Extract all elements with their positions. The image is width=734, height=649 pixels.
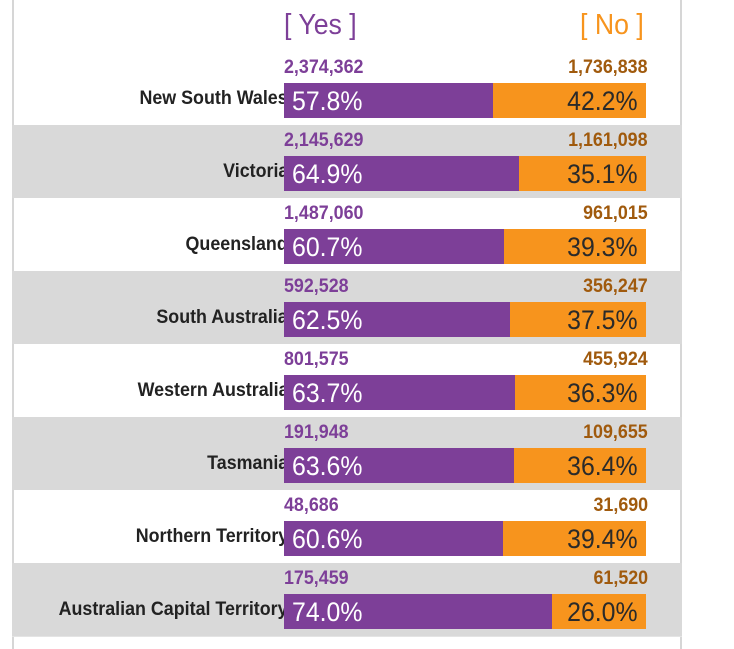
yes-count-australian-capital-territory: 175,459 [284, 568, 349, 589]
yes-bar-new-south-wales [284, 83, 494, 118]
yes-percent-northern-territory: 60.6% [292, 524, 363, 554]
bottom-divider [12, 636, 682, 637]
no-bar-western-australia [514, 375, 646, 410]
no-bar-victoria [518, 156, 646, 191]
yes-percent-tasmania: 63.6% [292, 451, 363, 481]
yes-bar-south-australia [284, 302, 511, 337]
row-queensland: Queensland 1,487,060 961,015 60.7% 39.3% [12, 198, 682, 271]
no-count-australian-capital-territory: 61,520 [593, 568, 648, 589]
row-tasmania: Tasmania 191,948 109,655 63.6% 36.4% [12, 417, 682, 490]
no-bar-queensland [503, 229, 646, 264]
yes-percent-new-south-wales: 57.8% [292, 86, 363, 116]
stacked-bar-queensland: 60.7% 39.3% [284, 229, 646, 264]
yes-count-south-australia: 592,528 [284, 276, 349, 297]
stacked-bar-new-south-wales: 57.8% 42.2% [284, 83, 646, 118]
no-percent-western-australia: 36.3% [567, 378, 638, 408]
yes-count-queensland: 1,487,060 [284, 203, 364, 224]
chart-header: [ Yes ] [ No ] [0, 0, 734, 52]
row-victoria: Victoria 2,145,629 1,161,098 64.9% 35.1% [12, 125, 682, 198]
yes-percent-south-australia: 62.5% [292, 305, 363, 335]
row-label-victoria: Victoria [222, 161, 288, 182]
row-northern-territory: Northern Territory 48,686 31,690 60.6% 39.4% [12, 490, 682, 563]
yes-column-header: [ Yes ] [284, 9, 357, 41]
yes-percent-queensland: 60.7% [292, 232, 363, 262]
yes-bar-western-australia [284, 375, 515, 410]
yes-count-new-south-wales: 2,374,362 [284, 57, 364, 78]
no-percent-new-south-wales: 42.2% [567, 86, 638, 116]
no-bar-south-australia [510, 302, 646, 337]
stacked-bar-tasmania: 63.6% 36.4% [284, 448, 646, 483]
yes-bar-tasmania [284, 448, 515, 483]
no-bar-tasmania [514, 448, 646, 483]
yes-count-western-australia: 801,575 [284, 349, 349, 370]
stacked-bar-south-australia: 62.5% 37.5% [284, 302, 646, 337]
row-label-south-australia: South Australia [156, 307, 288, 328]
row-new-south-wales: New South Wales 2,374,362 1,736,838 57.8% 42… [12, 52, 682, 123]
stacked-bar-australian-capital-territory: 74.0% 26.0% [284, 594, 646, 629]
no-percent-queensland: 39.3% [567, 232, 638, 262]
row-label-australian-capital-territory: Australian Capital Territory [59, 599, 288, 620]
yes-count-northern-territory: 48,686 [284, 495, 339, 516]
no-percent-australian-capital-territory: 26.0% [567, 597, 638, 627]
row-label-tasmania: Tasmania [206, 453, 288, 474]
no-count-western-australia: 455,924 [583, 349, 648, 370]
yes-bar-queensland [284, 229, 504, 264]
row-australian-capital-territory: Australian Capital Territory 175,459 61,52… [12, 563, 682, 636]
yes-bar-northern-territory [284, 521, 504, 556]
no-percent-victoria: 35.1% [567, 159, 638, 189]
no-bar-new-south-wales [493, 83, 646, 118]
no-count-victoria: 1,161,098 [568, 130, 648, 151]
no-count-south-australia: 356,247 [583, 276, 648, 297]
stacked-bar-northern-territory: 60.6% 39.4% [284, 521, 646, 556]
yes-percent-australian-capital-territory: 74.0% [292, 597, 363, 627]
stacked-bar-western-australia: 63.7% 36.3% [284, 375, 646, 410]
yes-count-tasmania: 191,948 [284, 422, 349, 443]
row-south-australia: South Australia 592,528 356,247 62.5% 37.5% [12, 271, 682, 344]
yes-bar-australian-capital-territory [284, 594, 552, 629]
yes-percent-western-australia: 63.7% [292, 378, 363, 408]
no-percent-south-australia: 37.5% [567, 305, 638, 335]
no-percent-northern-territory: 39.4% [567, 524, 638, 554]
yes-bar-victoria [284, 156, 519, 191]
row-label-queensland: Queensland [185, 234, 288, 255]
no-percent-tasmania: 36.4% [567, 451, 638, 481]
no-count-tasmania: 109,655 [583, 422, 648, 443]
yes-percent-victoria: 64.9% [292, 159, 363, 189]
no-column-header: [ No ] [580, 9, 644, 41]
no-count-queensland: 961,015 [583, 203, 648, 224]
yes-count-victoria: 2,145,629 [284, 130, 364, 151]
row-label-northern-territory: Northern Territory [135, 526, 288, 547]
stacked-bar-victoria: 64.9% 35.1% [284, 156, 646, 191]
no-bar-northern-territory [503, 521, 646, 556]
no-bar-australian-capital-territory [551, 594, 646, 629]
no-count-new-south-wales: 1,736,838 [568, 57, 648, 78]
row-label-western-australia: Western Australia [137, 380, 288, 401]
row-label-new-south-wales: New South Wales [139, 88, 288, 109]
no-count-northern-territory: 31,690 [593, 495, 648, 516]
row-western-australia: Western Australia 801,575 455,924 63.7% 36.3… [12, 344, 682, 417]
